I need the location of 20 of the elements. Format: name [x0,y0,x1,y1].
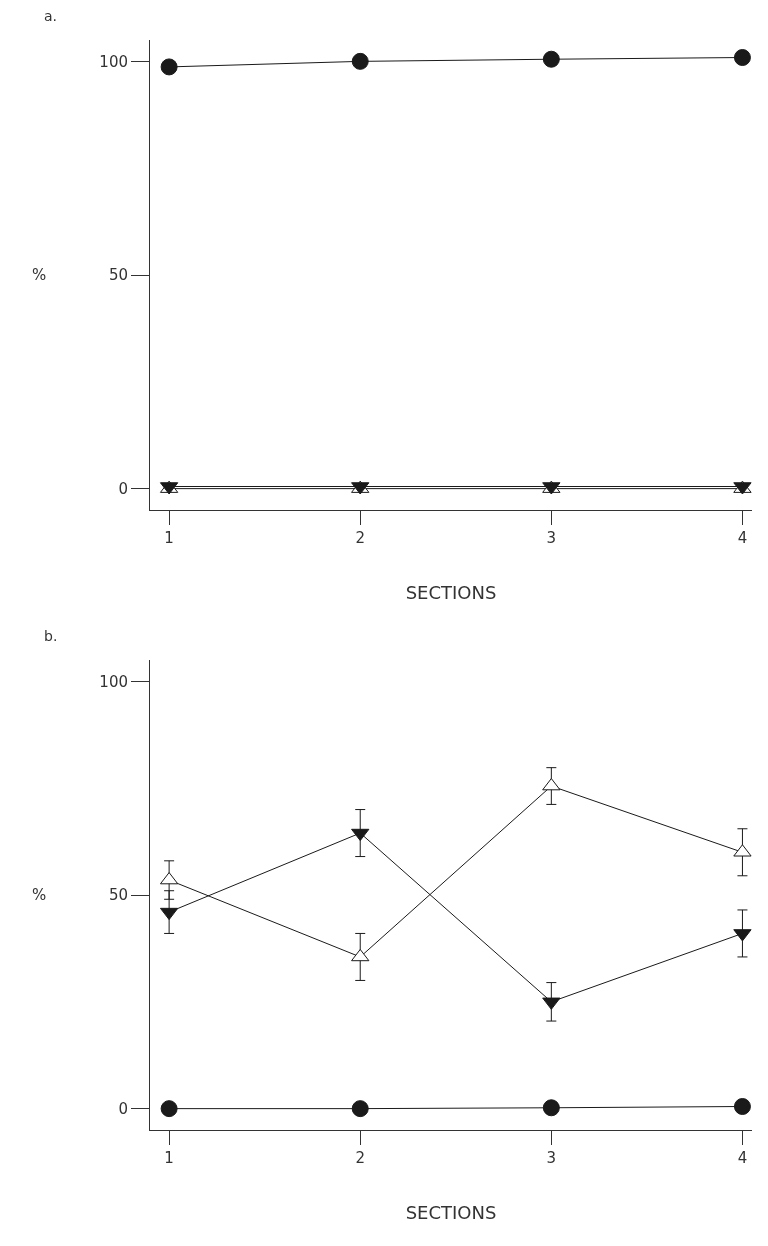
x-tick-label: 4 [737,529,748,547]
y-axis-title: % [32,886,47,904]
x-tick-label: 2 [355,1149,365,1167]
y-tick-label: 100 [99,52,128,71]
x-axis-title: SECTIONS [405,1202,497,1224]
y-tick-label: 0 [118,479,128,498]
x-tick-label: 4 [737,1149,748,1167]
y-tick-label: 50 [108,266,128,285]
x-tick-label: 2 [355,529,365,547]
x-axis-title: SECTIONS [405,582,497,604]
y-tick-label: 0 [118,1099,128,1118]
y-tick-label: 50 [108,886,128,905]
chart-title: a. [44,8,58,24]
chart-title: b. [44,628,58,644]
y-tick-label: 100 [99,672,128,691]
y-axis-title: % [32,266,47,284]
x-tick-label: 1 [164,1149,174,1167]
x-tick-label: 3 [546,529,557,547]
x-tick-label: 1 [164,529,174,547]
x-tick-label: 3 [546,1149,557,1167]
